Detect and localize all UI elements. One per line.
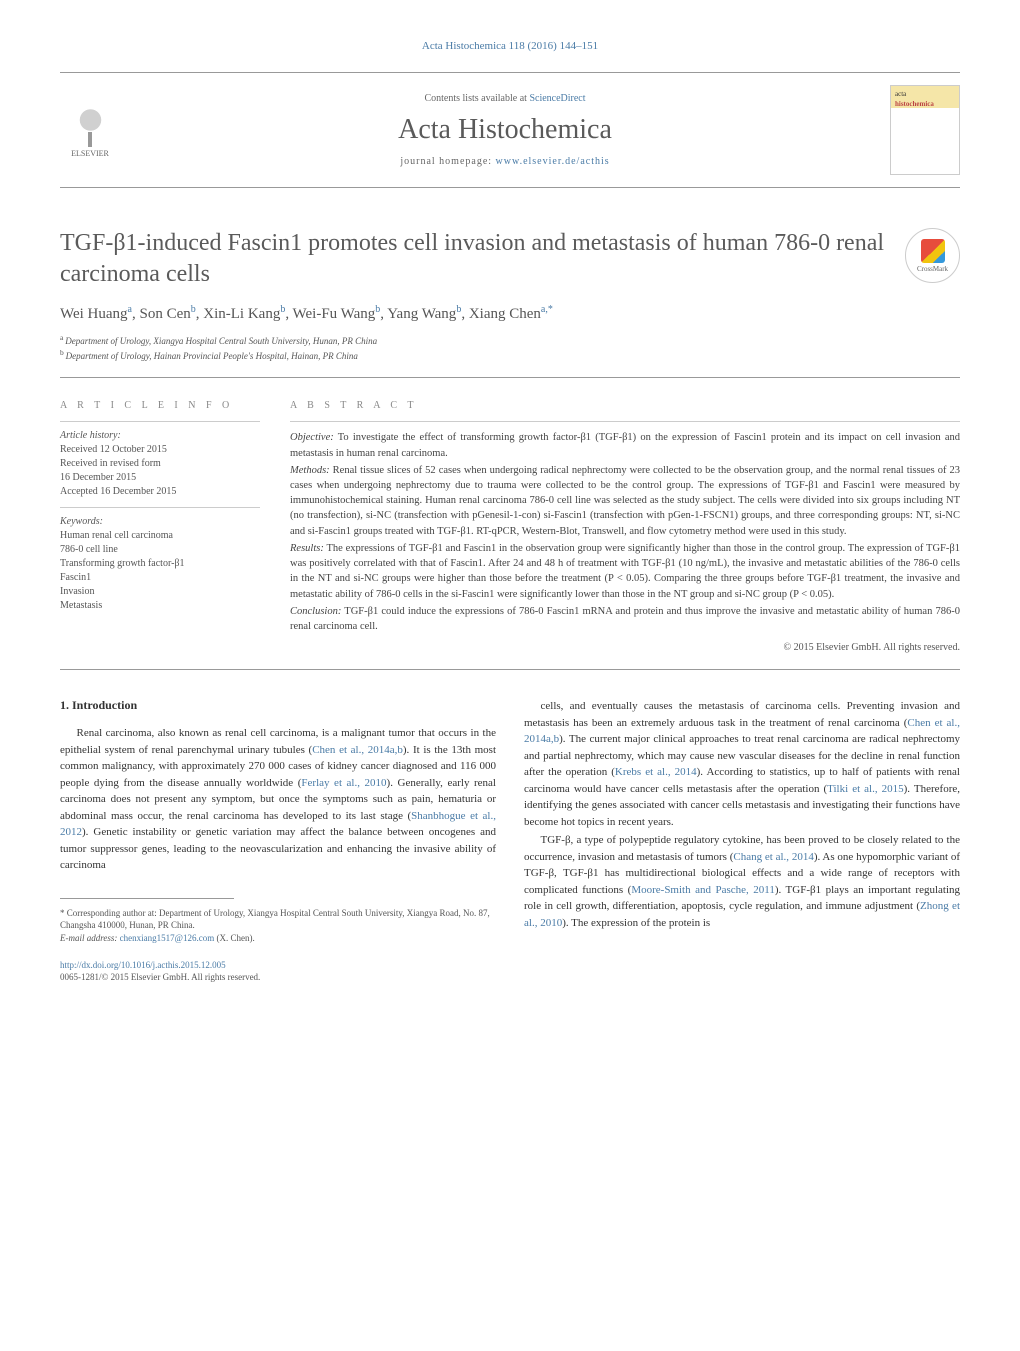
keyword-line: 786-0 cell line [60, 543, 260, 557]
article-history-text: Received 12 October 2015Received in revi… [60, 443, 260, 499]
article-title-row: TGF-β1-induced Fascin1 promotes cell inv… [60, 228, 960, 290]
author-affiliation-sup: a [128, 304, 132, 315]
citation-link[interactable]: Ferlay et al., 2010 [301, 777, 386, 789]
keywords-block: Keywords: Human renal cell carcinoma786-… [60, 507, 260, 613]
abstract-para-label: Results: [290, 543, 324, 554]
body-paragraph: TGF-β, a type of polypeptide regulatory … [524, 832, 960, 931]
header-center: Contents lists available at ScienceDirec… [120, 93, 890, 167]
affiliation-sup: a [60, 333, 65, 342]
author-affiliation-sup: b [375, 304, 380, 315]
abstract-copyright: © 2015 Elsevier GmbH. All rights reserve… [290, 642, 960, 653]
history-line: 16 December 2015 [60, 471, 260, 485]
email-label: E-mail address: [60, 933, 120, 943]
journal-header-bar: ELSEVIER Contents lists available at Sci… [60, 72, 960, 188]
keyword-line: Metastasis [60, 599, 260, 613]
article-history-block: Article history: Received 12 October 201… [60, 421, 260, 499]
journal-homepage-line: journal homepage: www.elsevier.de/acthis [120, 156, 890, 167]
abstract-column: a b s t r a c t Objective: To investigat… [290, 400, 960, 653]
author-affiliation-sup: b [280, 304, 285, 315]
homepage-prefix: journal homepage: [400, 156, 495, 167]
body-text-right: cells, and eventually causes the metasta… [524, 698, 960, 931]
corresponding-author-text: * Corresponding author at: Department of… [60, 907, 496, 932]
keywords-label: Keywords: [60, 516, 260, 527]
email-line: E-mail address: chenxiang1517@126.com (X… [60, 932, 496, 945]
abstract-para-label: Methods: [290, 465, 330, 476]
citation-link[interactable]: Moore-Smith and Pasche, 2011 [631, 884, 775, 896]
elsevier-logo: ELSEVIER [60, 95, 120, 165]
affiliation-line: b Department of Urology, Hainan Provinci… [60, 348, 960, 361]
abstract-paragraph: Objective: To investigate the effect of … [290, 430, 960, 460]
abstract-para-label: Objective: [290, 432, 334, 443]
elsevier-label: ELSEVIER [71, 149, 109, 158]
contents-prefix: Contents lists available at [424, 93, 529, 104]
section-1-heading: 1. Introduction [60, 698, 496, 713]
crossmark-icon [921, 239, 945, 263]
author-affiliation-sup: b [456, 304, 461, 315]
citation-link[interactable]: Chen et al., 2014a,b [524, 717, 960, 746]
journal-reference-top: Acta Histochemica 118 (2016) 144–151 [60, 40, 960, 52]
journal-title: Acta Histochemica [120, 114, 890, 146]
keyword-line: Transforming growth factor-β1 [60, 557, 260, 571]
body-paragraph: Renal carcinoma, also known as renal cel… [60, 725, 496, 874]
crossmark-badge[interactable]: CrossMark [905, 228, 960, 283]
body-columns: 1. Introduction Renal carcinoma, also kn… [60, 698, 960, 983]
citation-link[interactable]: Shanbhogue et al., 2012 [60, 810, 496, 839]
body-column-right: cells, and eventually causes the metasta… [524, 698, 960, 983]
doi-block: http://dx.doi.org/10.1016/j.acthis.2015.… [60, 959, 496, 984]
corresponding-email-link[interactable]: chenxiang1517@126.com [120, 933, 215, 943]
abstract-paragraph: Results: The expressions of TGF-β1 and F… [290, 541, 960, 602]
cover-sub-label: histochemica [895, 100, 934, 108]
cover-top-label: acta [895, 90, 906, 98]
keyword-line: Human renal cell carcinoma [60, 529, 260, 543]
journal-cover-thumbnail: acta histochemica [890, 85, 960, 175]
corresponding-author-footnote: * Corresponding author at: Department of… [60, 907, 496, 945]
article-info-heading: a r t i c l e i n f o [60, 400, 260, 411]
keyword-line: Invasion [60, 585, 260, 599]
history-line: Received in revised form [60, 457, 260, 471]
email-suffix: (X. Chen). [214, 933, 255, 943]
citation-link[interactable]: Tilki et al., 2015 [827, 783, 903, 795]
citation-link[interactable]: Chen et al., 2014a,b [312, 744, 403, 756]
elsevier-tree-icon [68, 102, 113, 147]
body-column-left: 1. Introduction Renal carcinoma, also kn… [60, 698, 496, 983]
info-abstract-row: a r t i c l e i n f o Article history: R… [60, 384, 960, 670]
author-affiliation-sup: a,* [541, 304, 553, 315]
citation-link[interactable]: Chang et al., 2014 [733, 851, 813, 863]
history-line: Accepted 16 December 2015 [60, 485, 260, 499]
abstract-body: Objective: To investigate the effect of … [290, 421, 960, 634]
citation-link[interactable]: Krebs et al., 2014 [615, 766, 697, 778]
keywords-text: Human renal cell carcinoma786-0 cell lin… [60, 529, 260, 613]
article-info-column: a r t i c l e i n f o Article history: R… [60, 400, 260, 653]
abstract-heading: a b s t r a c t [290, 400, 960, 411]
authors-line: Wei Huanga, Son Cenb, Xin-Li Kangb, Wei-… [60, 304, 960, 323]
article-title: TGF-β1-induced Fascin1 promotes cell inv… [60, 228, 885, 290]
crossmark-label: CrossMark [917, 265, 948, 273]
affiliations-block: a Department of Urology, Xiangya Hospita… [60, 333, 960, 378]
article-history-label: Article history: [60, 430, 260, 441]
footnote-separator [60, 898, 234, 899]
affiliation-line: a Department of Urology, Xiangya Hospita… [60, 333, 960, 346]
abstract-para-label: Conclusion: [290, 606, 341, 617]
journal-homepage-link[interactable]: www.elsevier.de/acthis [496, 156, 610, 167]
issn-copyright-line: 0065-1281/© 2015 Elsevier GmbH. All righ… [60, 971, 496, 984]
body-paragraph: cells, and eventually causes the metasta… [524, 698, 960, 830]
citation-link[interactable]: Zhong et al., 2010 [524, 900, 960, 929]
contents-available-line: Contents lists available at ScienceDirec… [120, 93, 890, 104]
history-line: Received 12 October 2015 [60, 443, 260, 457]
sciencedirect-link[interactable]: ScienceDirect [529, 93, 585, 104]
doi-link[interactable]: http://dx.doi.org/10.1016/j.acthis.2015.… [60, 960, 226, 970]
affiliation-sup: b [60, 348, 66, 357]
keyword-line: Fascin1 [60, 571, 260, 585]
body-text-left: Renal carcinoma, also known as renal cel… [60, 725, 496, 874]
abstract-paragraph: Methods: Renal tissue slices of 52 cases… [290, 463, 960, 539]
author-affiliation-sup: b [191, 304, 196, 315]
abstract-paragraph: Conclusion: TGF-β1 could induce the expr… [290, 604, 960, 634]
